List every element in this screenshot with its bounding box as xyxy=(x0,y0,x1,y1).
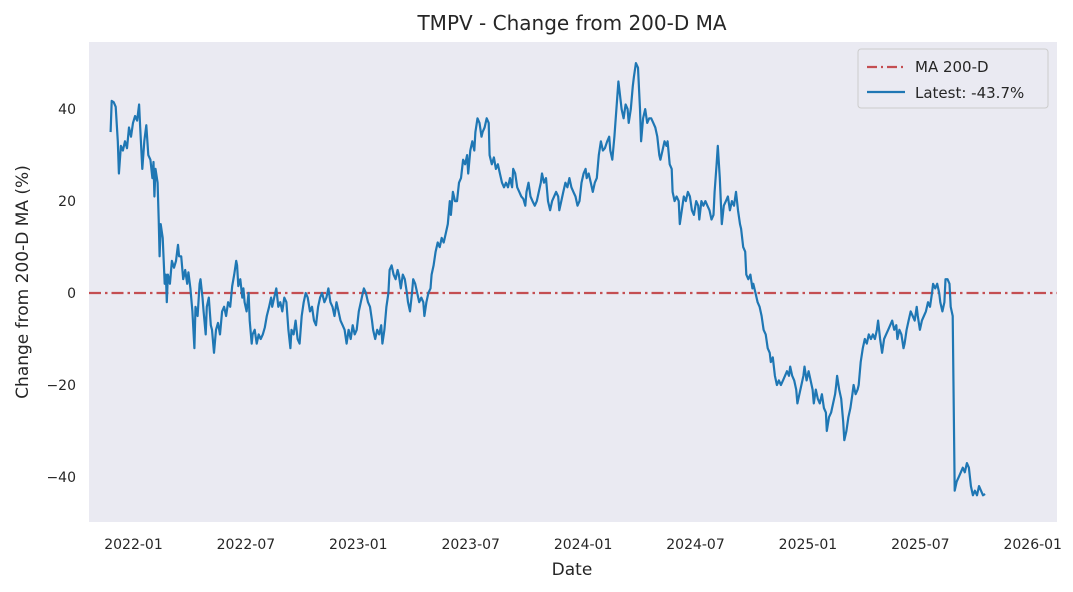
y-tick-label: 40 xyxy=(58,102,76,118)
y-tick-label: −40 xyxy=(46,470,76,486)
change-from-ma-line xyxy=(109,61,986,497)
y-tick-label: 0 xyxy=(67,286,76,302)
legend: MA 200-D Latest: -43.7% xyxy=(857,48,1049,109)
y-axis-label: Change from 200-D MA (%) xyxy=(13,165,33,399)
y-tick-label: 20 xyxy=(58,194,76,210)
chart-title: TMPV - Change from 200-D MA xyxy=(416,11,726,35)
plot-area xyxy=(89,42,1057,522)
x-axis: 2022-01 2022-07 2023-01 2023-07 2024-01 2024-… xyxy=(104,537,1062,553)
legend-label-ma: MA 200-D xyxy=(915,58,989,76)
x-axis-label: Date xyxy=(552,560,593,580)
x-tick-label: 2024-01 xyxy=(554,537,613,553)
y-tick-label: −20 xyxy=(46,378,76,394)
x-tick-label: 2025-01 xyxy=(779,537,838,553)
x-tick-label: 2022-01 xyxy=(104,537,163,553)
x-tick-label: 2023-07 xyxy=(441,537,500,553)
legend-box xyxy=(857,48,1049,109)
x-tick-label: 2024-07 xyxy=(666,537,725,553)
legend-label-latest: Latest: -43.7% xyxy=(915,84,1024,102)
x-tick-label: 2026-01 xyxy=(1003,537,1062,553)
y-axis: −40 −20 0 20 40 xyxy=(46,102,76,486)
x-tick-label: 2022-07 xyxy=(217,537,276,553)
x-tick-label: 2023-01 xyxy=(329,537,388,553)
x-tick-label: 2025-07 xyxy=(891,537,950,553)
series-layer xyxy=(89,61,1057,497)
